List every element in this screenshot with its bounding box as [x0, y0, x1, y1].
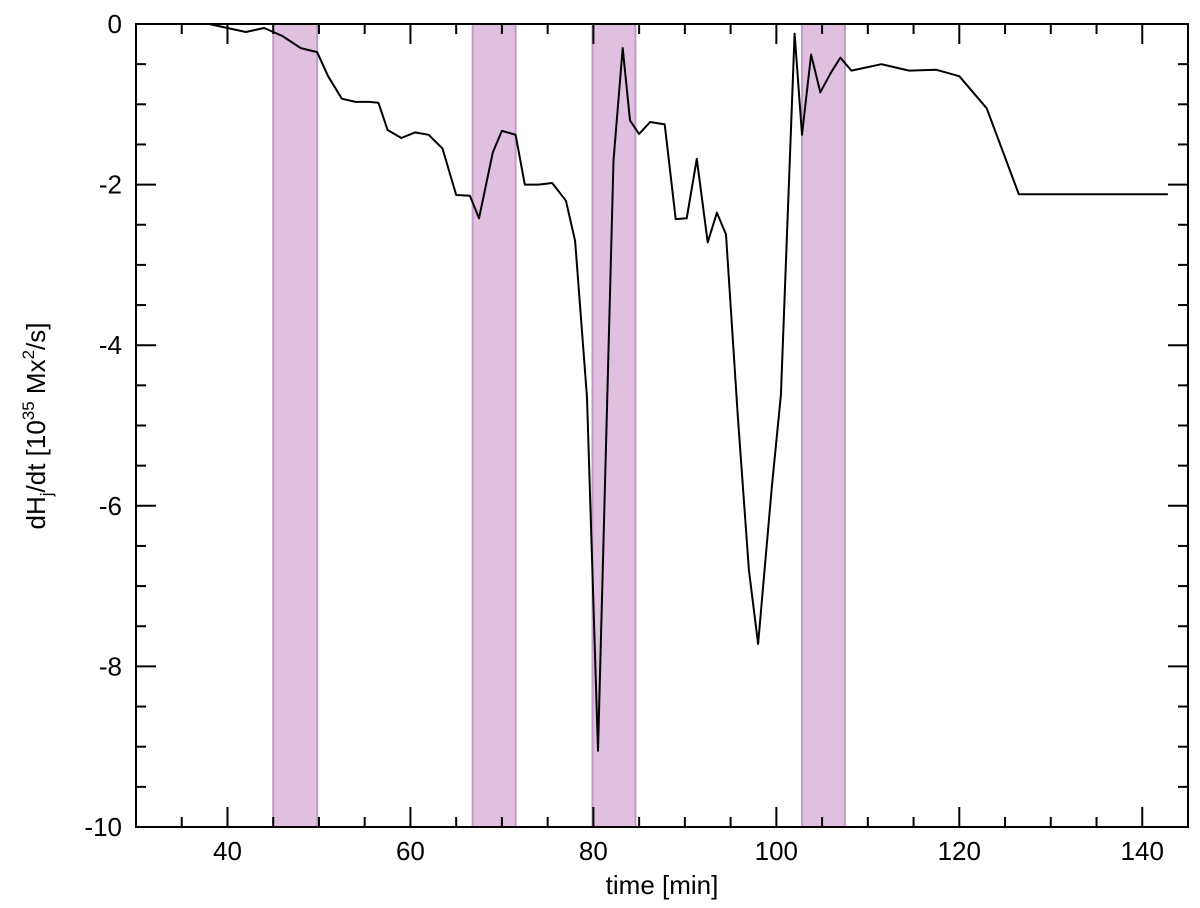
series-line	[208, 23, 1168, 752]
y-tick-label: -6	[99, 491, 122, 521]
y-label-post: /s]	[21, 322, 51, 349]
shaded-interval-4	[800, 23, 846, 828]
y-axis-label: dHj/dt [1035 Mx2/s]	[19, 322, 56, 529]
x-tick-label: 80	[579, 836, 608, 866]
y-tick-label: -8	[99, 651, 122, 681]
x-tick-label: 140	[1121, 836, 1164, 866]
y-label-sub: j	[37, 492, 56, 497]
shaded-interval-1	[272, 23, 319, 828]
x-axis-label: time [min]	[606, 870, 719, 900]
y-tick-label: 0	[108, 9, 122, 39]
y-label-mid2: Mx	[21, 359, 51, 401]
plot-frame	[135, 23, 1189, 828]
y-label-sup2: 2	[19, 350, 38, 359]
x-tick-label: 120	[938, 836, 981, 866]
y-tick-label: -4	[99, 330, 122, 360]
shaded-intervals	[272, 23, 846, 828]
y-label-pre: dH	[21, 496, 51, 529]
y-label-sup1: 35	[19, 401, 38, 420]
x-tick-label: 60	[396, 836, 425, 866]
y-tick-label: -2	[99, 170, 122, 200]
x-tick-label: 40	[213, 836, 242, 866]
y-tick-labels: 0 -2 -4 -6 -8 -10	[84, 9, 122, 842]
x-tick-labels: 40 60 80 100 120 140	[213, 836, 1164, 866]
x-tick-label: 100	[755, 836, 798, 866]
y-label-mid: /dt [10	[21, 420, 51, 492]
shaded-interval-2	[471, 23, 517, 828]
y-tick-label: -10	[84, 812, 122, 842]
